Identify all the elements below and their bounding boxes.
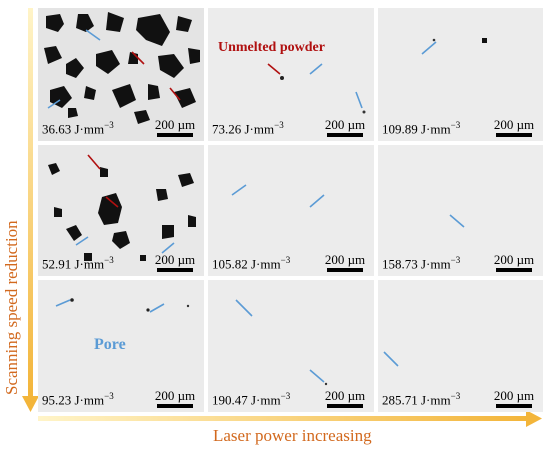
energy-density-label: 190.47 J·mm−3	[212, 390, 291, 407]
micrograph-image	[38, 8, 204, 141]
micrograph-image	[208, 145, 374, 276]
energy-density-label: 158.73 J·mm−3	[382, 254, 461, 271]
scale-bar: 200 µm	[154, 118, 196, 137]
micrograph-image	[378, 145, 543, 276]
micrograph-panel: 158.73 J·mm−3 200 µm	[378, 145, 543, 276]
x-axis-arrow-shaft	[38, 416, 528, 421]
micrograph-image	[378, 8, 543, 141]
micrograph-image	[38, 280, 204, 412]
micrograph-panel: 109.89 J·mm−3 200 µm	[378, 8, 543, 141]
x-axis-label: Laser power increasing	[213, 426, 372, 445]
micrograph-grid: 36.63 J·mm−3 200 µm Unmelted powder 73.2…	[38, 8, 543, 412]
scale-bar: 200 µm	[324, 253, 366, 272]
micrograph-image	[38, 145, 204, 276]
energy-density-label: 105.82 J·mm−3	[212, 254, 291, 271]
energy-density-label: 95.23 J·mm−3	[42, 390, 114, 407]
micrograph-panel: 190.47 J·mm−3 200 µm	[208, 280, 374, 412]
scale-bar: 200 µm	[154, 253, 196, 272]
micrograph-image	[208, 280, 374, 412]
x-axis-arrow-head	[526, 410, 542, 427]
y-axis-label: Scanning speed reduction	[2, 220, 21, 395]
micrograph-panel: 105.82 J·mm−3 200 µm	[208, 145, 374, 276]
scale-bar: 200 µm	[493, 389, 535, 408]
scale-bar: 200 µm	[493, 118, 535, 137]
y-axis-arrow-head	[22, 396, 39, 412]
energy-density-label: 285.71 J·mm−3	[382, 390, 461, 407]
unmelted-powder-callout: Unmelted powder	[218, 40, 325, 55]
energy-density-label: 73.26 J·mm−3	[212, 119, 284, 136]
micrograph-panel: 36.63 J·mm−3 200 µm	[38, 8, 204, 141]
scale-bar: 200 µm	[493, 253, 535, 272]
scale-bar: 200 µm	[324, 389, 366, 408]
micrograph-panel: Unmelted powder 73.26 J·mm−3 200 µm	[208, 8, 374, 141]
y-axis-arrow-shaft	[28, 8, 33, 398]
energy-density-label: 52.91 J·mm−3	[42, 254, 114, 271]
energy-density-label: 109.89 J·mm−3	[382, 119, 461, 136]
micrograph-panel: Pore 95.23 J·mm−3 200 µm	[38, 280, 204, 412]
micrograph-image	[208, 8, 374, 141]
micrograph-panel: 52.91 J·mm−3 200 µm	[38, 145, 204, 276]
energy-density-label: 36.63 J·mm−3	[42, 119, 114, 136]
micrograph-image	[378, 280, 543, 412]
micrograph-panel: 285.71 J·mm−3 200 µm	[378, 280, 543, 412]
pore-callout: Pore	[94, 336, 126, 353]
scale-bar: 200 µm	[154, 389, 196, 408]
scale-bar: 200 µm	[324, 118, 366, 137]
